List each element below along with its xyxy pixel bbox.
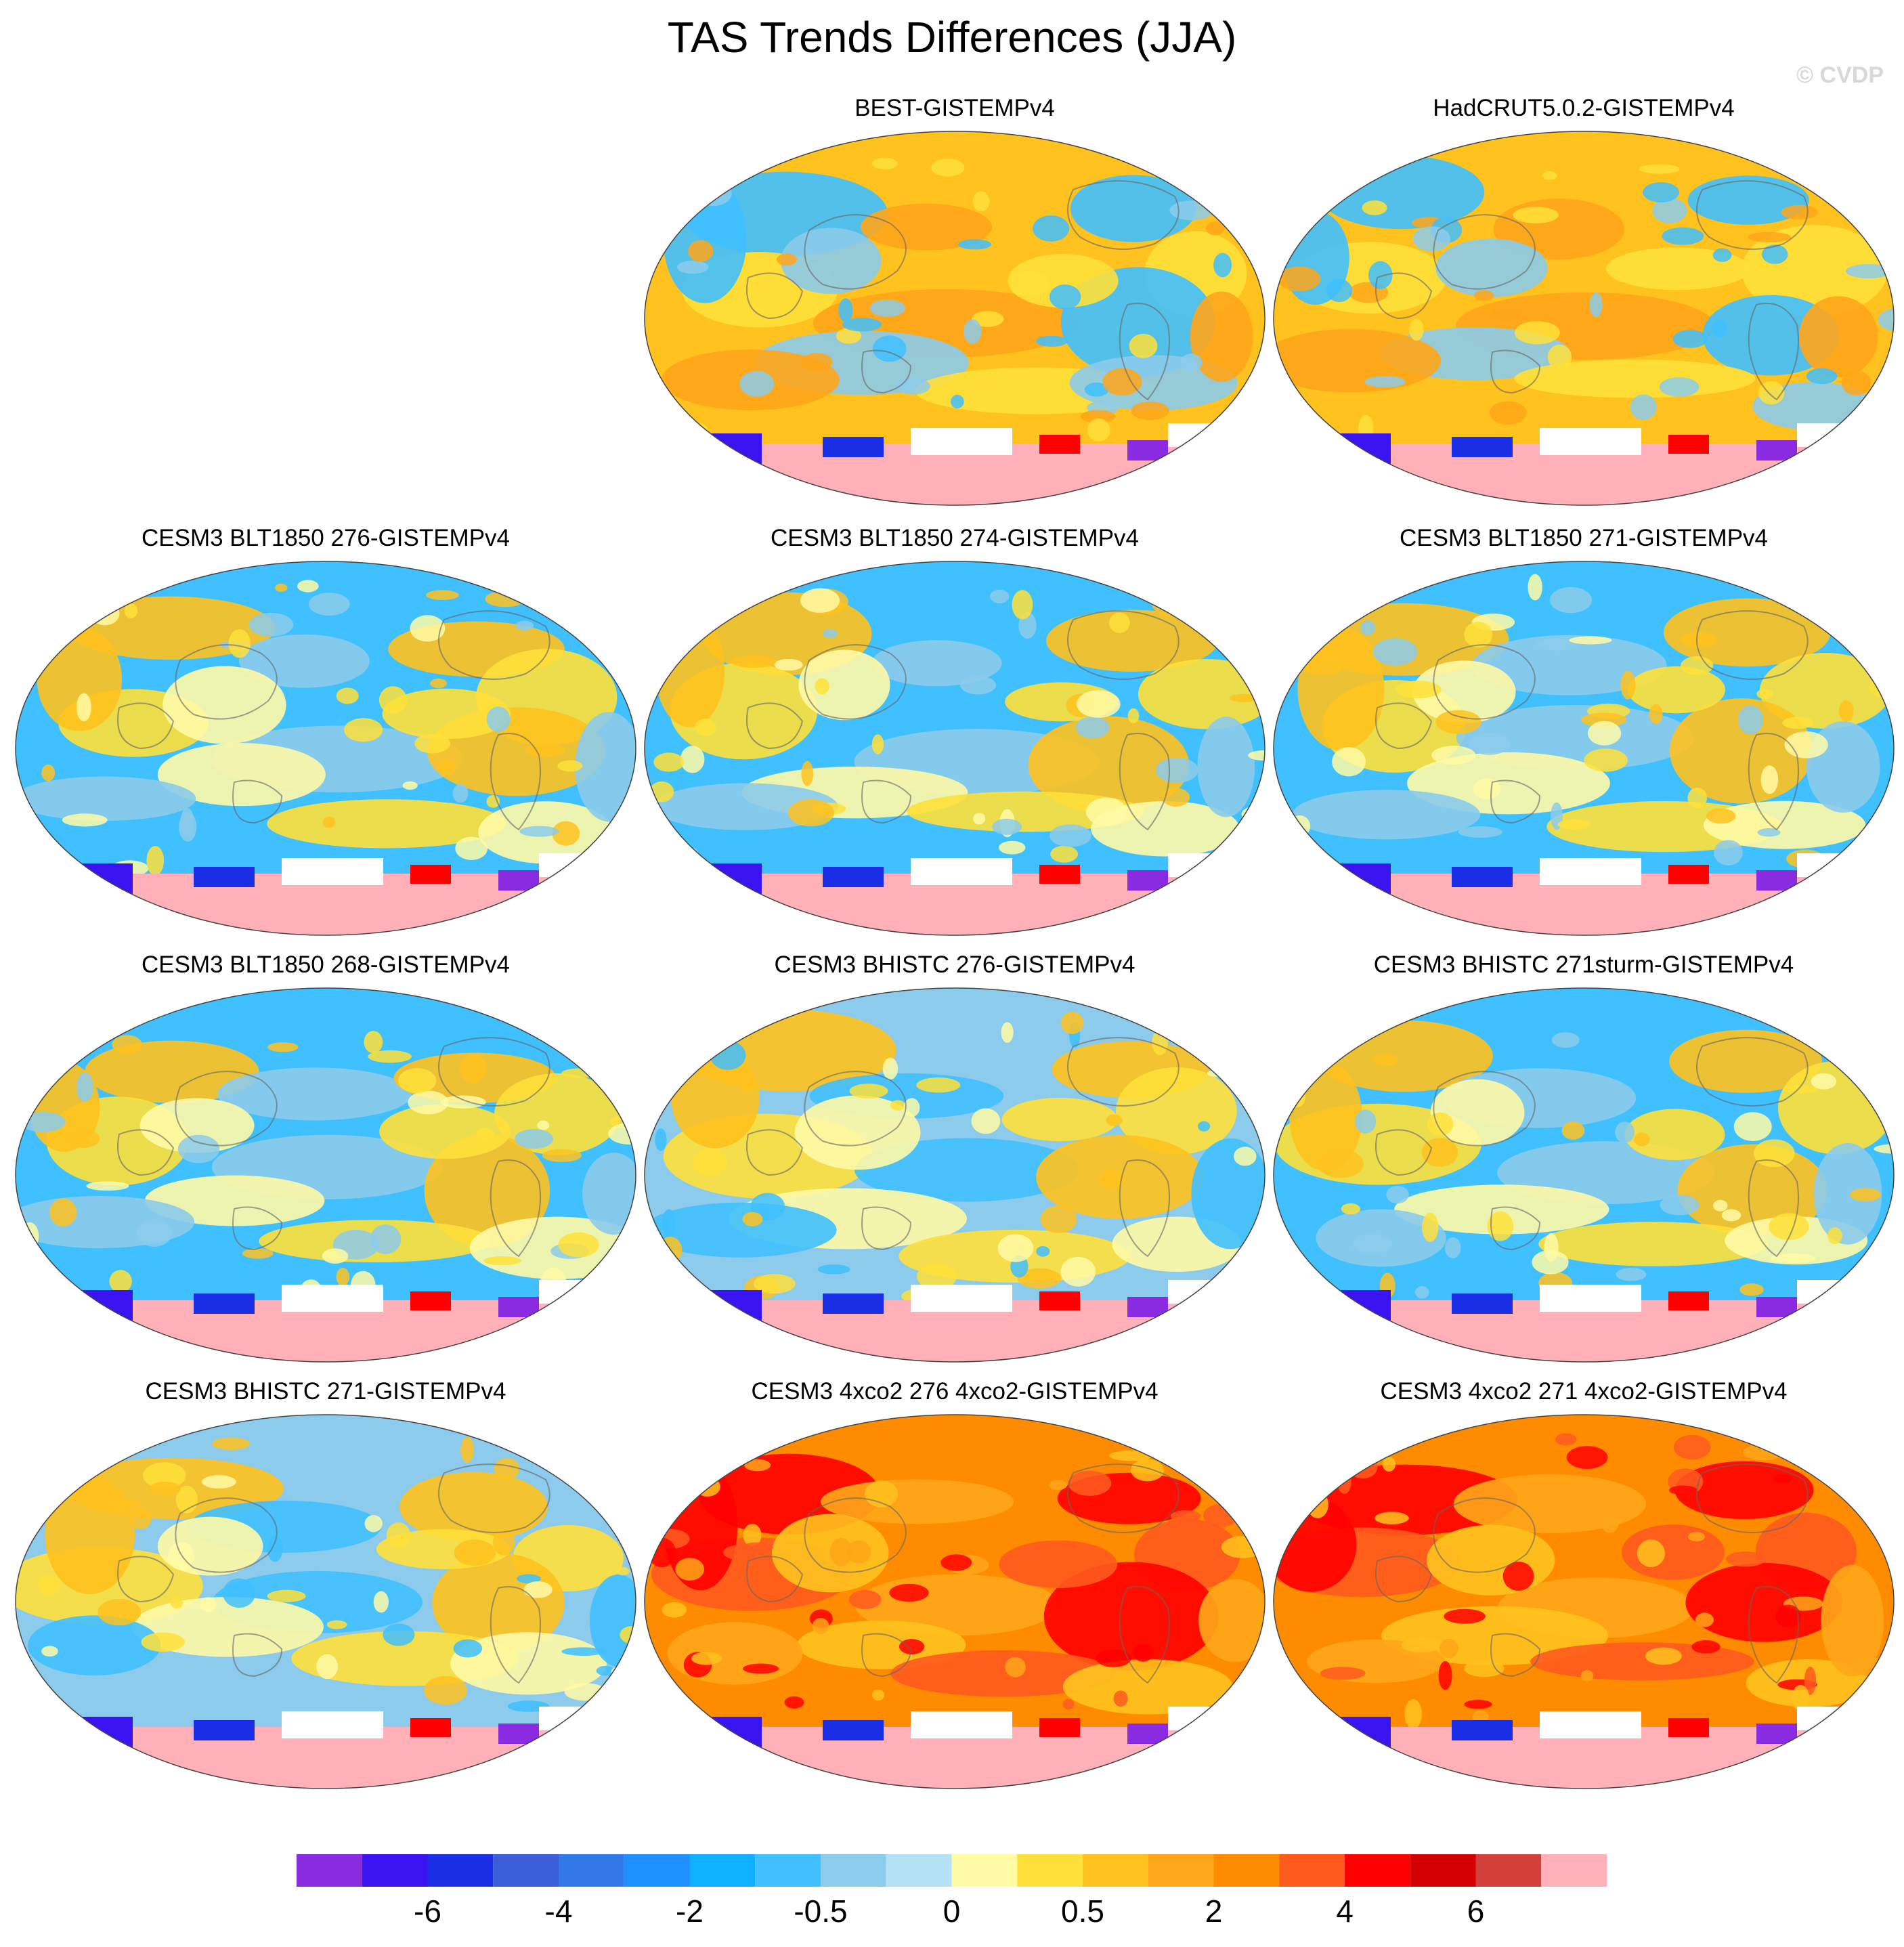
colorbar-tick-label: -4 — [544, 1893, 573, 1929]
colorbar-swatch — [1148, 1854, 1214, 1887]
panel-title: CESM3 BHISTC 271sturm-GISTEMPv4 — [1373, 951, 1794, 978]
colorbar-swatch — [1083, 1854, 1148, 1887]
colorbar-swatch — [1279, 1854, 1345, 1887]
panel-title: HadCRUT5.0.2-GISTEMPv4 — [1433, 95, 1735, 121]
colorbar-tick-label: 0.5 — [1061, 1893, 1104, 1929]
global-map — [1273, 561, 1895, 936]
panel-title: CESM3 BHISTC 276-GISTEMPv4 — [774, 951, 1135, 978]
global-map — [15, 561, 636, 936]
colorbar-tick-label: 2 — [1205, 1893, 1223, 1929]
panel-title: CESM3 4xco2 276 4xco2-GISTEMPv4 — [751, 1378, 1159, 1405]
panel-title: BEST-GISTEMPv4 — [854, 95, 1055, 121]
colorbar-swatch — [1017, 1854, 1083, 1887]
colorbar-swatch — [1345, 1854, 1410, 1887]
map-panel-4xco2-276: CESM3 4xco2 276 4xco2-GISTEMPv4 — [640, 1378, 1270, 1812]
panel-title: CESM3 BLT1850 271-GISTEMPv4 — [1399, 525, 1769, 551]
colorbar — [297, 1854, 1607, 1887]
colorbar-swatch — [493, 1854, 559, 1887]
map-panel-bhistc-271: CESM3 BHISTC 271-GISTEMPv4 — [11, 1378, 641, 1812]
colorbar-swatch — [297, 1854, 362, 1887]
map-panel-blt1850-274: CESM3 BLT1850 274-GISTEMPv4 — [640, 525, 1270, 958]
colorbar-tick-label: -2 — [676, 1893, 704, 1929]
global-map — [644, 131, 1265, 506]
global-map — [1273, 987, 1895, 1363]
colorbar-swatch — [1410, 1854, 1476, 1887]
copyright-watermark: © CVDP — [1796, 62, 1884, 88]
map-panel-blt1850-268: CESM3 BLT1850 268-GISTEMPv4 — [11, 951, 641, 1385]
global-map — [644, 1414, 1265, 1789]
map-panel-bhistc-276: CESM3 BHISTC 276-GISTEMPv4 — [640, 951, 1270, 1385]
global-map — [15, 1414, 636, 1789]
colorbar-swatch — [951, 1854, 1018, 1887]
colorbar-swatch — [886, 1854, 952, 1887]
panel-title: CESM3 4xco2 271 4xco2-GISTEMPv4 — [1380, 1378, 1788, 1405]
panel-title: CESM3 BLT1850 268-GISTEMPv4 — [141, 951, 511, 978]
colorbar-swatch — [689, 1854, 756, 1887]
figure-title: TAS Trends Differences (JJA) — [667, 13, 1237, 62]
colorbar-swatch — [1213, 1854, 1280, 1887]
map-panel-bhistc-271sturm: CESM3 BHISTC 271sturm-GISTEMPv4 — [1269, 951, 1899, 1385]
global-map — [644, 987, 1265, 1363]
global-map — [1273, 1414, 1895, 1789]
colorbar-swatch — [821, 1854, 886, 1887]
panel-title: CESM3 BLT1850 274-GISTEMPv4 — [770, 525, 1140, 551]
global-map — [1273, 131, 1895, 506]
map-panel-blt1850-276: CESM3 BLT1850 276-GISTEMPv4 — [11, 525, 641, 958]
colorbar-tick-label: 6 — [1467, 1893, 1485, 1929]
panel-title: CESM3 BHISTC 271-GISTEMPv4 — [145, 1378, 506, 1405]
colorbar-swatch — [755, 1854, 821, 1887]
colorbar-tick-label: 0 — [943, 1893, 961, 1929]
map-panel-4xco2-271: CESM3 4xco2 271 4xco2-GISTEMPv4 — [1269, 1378, 1899, 1812]
colorbar-swatch — [427, 1854, 494, 1887]
map-panel-blt1850-271: CESM3 BLT1850 271-GISTEMPv4 — [1269, 525, 1899, 958]
colorbar-tick-label: -6 — [414, 1893, 441, 1929]
colorbar-swatch — [362, 1854, 428, 1887]
map-panel-best: BEST-GISTEMPv4 — [640, 95, 1270, 528]
colorbar-swatch — [1475, 1854, 1542, 1887]
colorbar-tick-label: -0.5 — [794, 1893, 848, 1929]
colorbar-tick-label: 4 — [1336, 1893, 1354, 1929]
colorbar-swatch — [1541, 1854, 1607, 1887]
map-panel-hadcrut: HadCRUT5.0.2-GISTEMPv4 — [1269, 95, 1899, 528]
colorbar-swatch — [624, 1854, 690, 1887]
colorbar-swatch — [559, 1854, 624, 1887]
global-map — [15, 987, 636, 1363]
panel-title: CESM3 BLT1850 276-GISTEMPv4 — [141, 525, 511, 551]
global-map — [644, 561, 1265, 936]
